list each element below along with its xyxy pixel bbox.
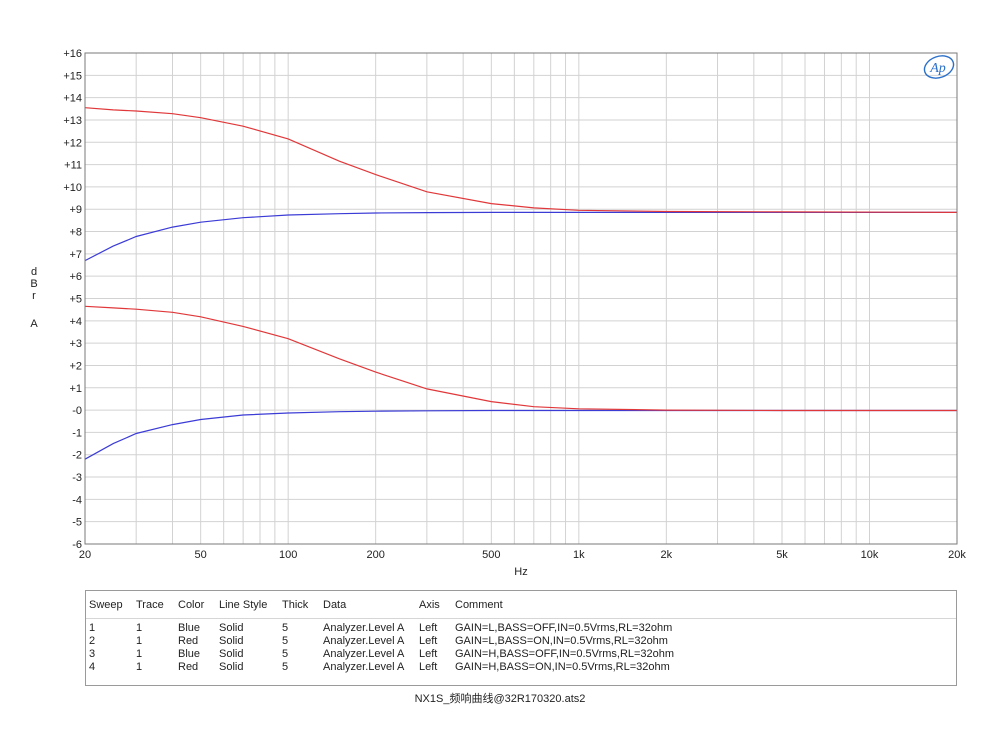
legend-cell: Blue — [178, 622, 201, 634]
y-tick-label: +13 — [63, 115, 82, 127]
y-tick-label: +16 — [63, 48, 82, 60]
sweep-legend-table: Sweep Trace Color Line Style Thick Data … — [85, 590, 957, 686]
y-tick-label: -0 — [72, 405, 82, 417]
legend-cell: GAIN=L,BASS=ON,IN=0.5Vrms,RL=32ohm — [455, 635, 668, 647]
legend-cell: Analyzer.Level A — [323, 661, 405, 673]
legend-cell: 5 — [282, 661, 289, 673]
y-axis-label: dBr A — [30, 266, 38, 330]
y-tick-label: -1 — [72, 427, 82, 439]
legend-cell: 1 — [89, 622, 96, 634]
legend-cell: Solid — [219, 635, 244, 647]
y-tick-label: +14 — [63, 93, 82, 105]
legend-header-data: Data — [323, 599, 347, 611]
legend-cell: GAIN=H,BASS=OFF,IN=0.5Vrms,RL=32ohm — [455, 648, 675, 660]
x-tick-label: 50 — [195, 549, 207, 561]
legend-cell: Left — [419, 661, 438, 673]
y-tick-label: +10 — [63, 182, 82, 194]
file-name-caption: NX1S_频响曲线@32R170320.ats2 — [414, 693, 586, 705]
y-tick-label: +3 — [69, 338, 82, 350]
x-tick-label: 200 — [366, 549, 384, 561]
y-tick-label: -2 — [72, 450, 82, 462]
series-line-sweep-2 — [84, 305, 957, 412]
legend-cell: 3 — [89, 648, 96, 660]
legend-header-trace: Trace — [136, 599, 164, 611]
y-tick-label: -4 — [72, 494, 82, 506]
y-tick-label: -3 — [72, 472, 82, 484]
legend-cell: Red — [178, 661, 199, 673]
legend-cell: 5 — [282, 622, 289, 634]
legend-header-thick: Thick — [282, 599, 309, 611]
x-tick-label: 500 — [482, 549, 500, 561]
series-line-sweep-1 — [84, 409, 957, 460]
x-tick-label: 5k — [776, 549, 788, 561]
y-tick-label: +6 — [69, 271, 82, 283]
y-axis-label-char: B — [30, 278, 37, 290]
chart-grid — [85, 52, 957, 545]
y-tick-label: +1 — [69, 383, 82, 395]
legend-cell: Analyzer.Level A — [323, 635, 405, 647]
x-tick-label: 100 — [279, 549, 297, 561]
y-tick-label: +12 — [63, 137, 82, 149]
legend-cell: GAIN=H,BASS=ON,IN=0.5Vrms,RL=32ohm — [455, 661, 670, 673]
x-tick-label: 1k — [573, 549, 585, 561]
y-tick-label: +7 — [69, 249, 82, 261]
y-tick-label: +5 — [69, 294, 82, 306]
x-tick-label: 10k — [861, 549, 879, 561]
y-tick-label: -6 — [72, 539, 82, 551]
legend-cell: Analyzer.Level A — [323, 648, 405, 660]
chart-series — [84, 107, 958, 460]
legend-header-color: Color — [178, 599, 205, 611]
legend-cell: Blue — [178, 648, 201, 660]
y-tick-labels: +16 +15 +14 +13 +12 +11 +10 +9 +8 +7 +6 +5 +4 +3 +2 +1 -… — [63, 48, 82, 551]
legend-divider — [86, 618, 956, 619]
y-tick-label: +8 — [69, 227, 82, 239]
legend-cell: Solid — [219, 622, 244, 634]
plot-frame — [84, 52, 958, 545]
legend-cell: 5 — [282, 635, 289, 647]
y-tick-label: +2 — [69, 360, 82, 372]
y-tick-label: +15 — [63, 70, 82, 82]
x-tick-labels: 20 50 100 200 500 1k 2k 5k 10k 20k — [79, 549, 966, 561]
legend-cell: Left — [419, 635, 438, 647]
legend-cell: Left — [419, 622, 438, 634]
legend-cell: Solid — [219, 648, 244, 660]
series-line-sweep-4 — [84, 107, 958, 213]
legend-cell: Red — [178, 635, 199, 647]
legend-cell: GAIN=L,BASS=OFF,IN=0.5Vrms,RL=32ohm — [455, 622, 673, 634]
y-axis-label-char: r — [32, 290, 36, 302]
legend-cell: 1 — [136, 661, 143, 673]
x-tick-label: 2k — [661, 549, 673, 561]
legend-cell: Analyzer.Level A — [323, 622, 405, 634]
y-axis-label-char: d — [31, 266, 37, 278]
legend-header-line-style: Line Style — [219, 599, 268, 611]
legend-cell: 1 — [136, 648, 143, 660]
y-tick-label: +4 — [69, 316, 82, 328]
y-tick-label: -5 — [72, 517, 82, 529]
legend-header-axis: Axis — [419, 599, 440, 611]
frequency-response-chart: +16 +15 +14 +13 +12 +11 +10 +9 +8 +7 +6 +5 +4 +3 +2 +1 -… — [30, 48, 966, 578]
series-line-sweep-3 — [84, 211, 957, 262]
legend-cell: 4 — [89, 661, 96, 673]
x-axis-label: Hz — [514, 566, 527, 578]
x-tick-label: 20 — [79, 549, 91, 561]
legend-cell: 5 — [282, 648, 289, 660]
y-tick-label: +9 — [69, 204, 82, 216]
legend-header-sweep: Sweep — [89, 599, 123, 611]
legend-cell: 2 — [89, 635, 96, 647]
legend-header-comment: Comment — [455, 599, 503, 611]
legend-cell: 1 — [136, 622, 143, 634]
legend-cell: Solid — [219, 661, 244, 673]
logo-text: Ap — [929, 61, 946, 76]
legend-cell: 1 — [136, 635, 143, 647]
legend-cell: Left — [419, 648, 438, 660]
y-tick-label: +11 — [64, 160, 82, 172]
audio-precision-logo-icon: Ap — [923, 55, 955, 79]
x-tick-label: 20k — [948, 549, 966, 561]
y-axis-label-char: A — [30, 318, 38, 330]
